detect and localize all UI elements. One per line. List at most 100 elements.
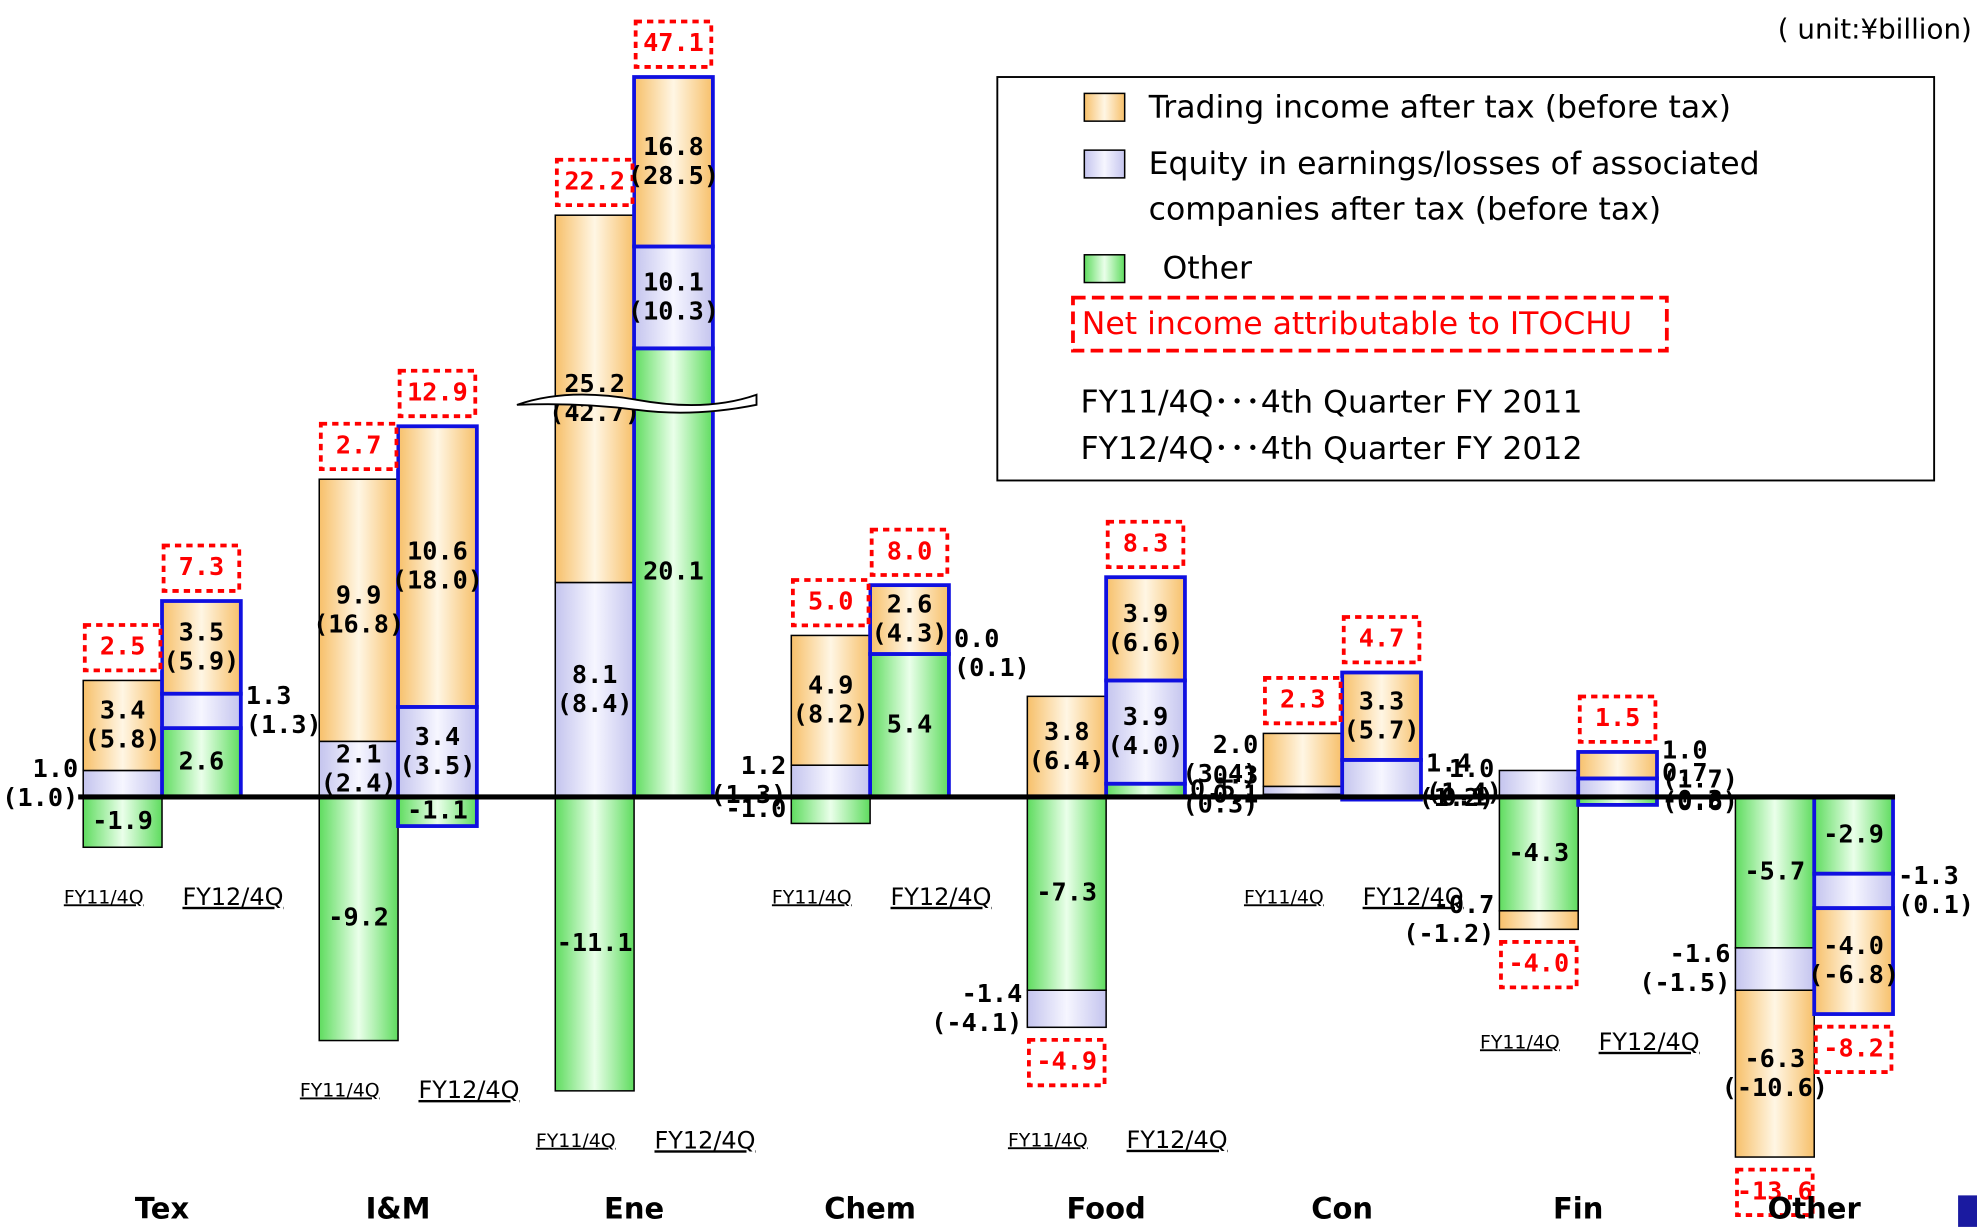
bar-segment — [1498, 796, 1579, 912]
net-income-box — [1813, 1024, 1894, 1074]
legend-box — [996, 76, 1936, 482]
segment-label: -1.6 — [1670, 939, 1731, 968]
segment-label: -0.3 — [1662, 785, 1723, 814]
note: FY11/4Q･･･4th Quarter FY 2011 — [1081, 385, 1583, 421]
x-tick-label: I&M — [366, 1192, 431, 1226]
bar-segment — [1812, 906, 1895, 1016]
bar-segment — [318, 478, 399, 743]
segment-label: 3.9 — [1123, 702, 1169, 731]
bar-segment — [1262, 785, 1343, 796]
before-tax-label: (28.5) — [628, 161, 719, 190]
period-label: FY12/4Q — [891, 883, 992, 911]
bar-segment — [1734, 796, 1815, 949]
before-tax-label: (3.4) — [1182, 759, 1258, 788]
segment-label: -6.3 — [1744, 1044, 1805, 1073]
before-tax-label: (1.3) — [246, 710, 322, 739]
net-income-box — [397, 368, 478, 419]
segment-label: -5.7 — [1744, 856, 1805, 885]
before-tax-label: (5.9) — [163, 646, 239, 675]
net-income-box — [318, 421, 399, 472]
legend-text: Equity in earnings/losses of associated … — [1148, 145, 1760, 228]
period-label: FY11/4Q — [64, 886, 144, 908]
before-tax-label: (0.6) — [1662, 787, 1738, 816]
net-income-label: 22.2 — [564, 166, 625, 195]
bar-segment — [1104, 678, 1187, 786]
period-label: FY11/4Q — [772, 886, 852, 908]
segment-label: 10.1 — [643, 268, 704, 297]
bar-segment — [868, 652, 951, 799]
before-tax-label: (1.4) — [1426, 778, 1502, 807]
bar-segment — [554, 581, 635, 798]
segment-label: 3.4 — [100, 696, 146, 725]
period-label: FY11/4Q — [1008, 1129, 1088, 1151]
net-income-label: -13.6 — [1737, 1176, 1813, 1205]
segment-label: 2.0 — [1213, 730, 1259, 759]
net-income-label: 2.3 — [1280, 685, 1326, 714]
note: FY12/4Q･･･4th Quarter FY 2012 — [1081, 431, 1583, 467]
segment-label: 1.2 — [741, 751, 787, 780]
before-tax-label: (1.0) — [2, 783, 78, 812]
net-income-label: 7.3 — [179, 552, 225, 581]
net-income-box — [633, 19, 714, 69]
before-tax-label: (5.8) — [85, 725, 161, 754]
before-tax-label: (4.0) — [1108, 731, 1184, 760]
net-income-box — [82, 623, 163, 673]
net-income-box — [1105, 519, 1186, 569]
period-label: FY11/4Q — [1244, 886, 1324, 908]
bar-segment — [1026, 989, 1107, 1029]
period-label: FY12/4Q — [1363, 883, 1464, 911]
period-label: FY11/4Q — [1480, 1031, 1560, 1053]
x-tick-label: Ene — [604, 1192, 664, 1226]
bar-segment — [1262, 732, 1343, 788]
segment-label: -1.9 — [92, 806, 153, 835]
before-tax-label: (18.0) — [392, 566, 483, 595]
bar-segment — [160, 691, 243, 731]
segment-label: -1.3 — [1898, 861, 1959, 890]
legend-label: Equity in earnings/losses of associated … — [1148, 145, 1760, 228]
period-label: FY11/4Q — [300, 1079, 380, 1101]
before-tax-label: (5.7) — [1344, 715, 1420, 744]
bar-segment — [1734, 947, 1815, 991]
segment-label: 4.9 — [808, 670, 854, 699]
before-tax-label: (-6.8) — [1808, 960, 1899, 989]
x-tick-label: Fin — [1553, 1192, 1603, 1226]
net-income-box — [790, 578, 871, 628]
bar-segment — [396, 795, 479, 828]
segment-label: -11.1 — [557, 928, 633, 957]
net-income-box — [554, 157, 635, 208]
x-tick-label: Chem — [824, 1192, 916, 1226]
segment-label: -1.1 — [407, 796, 468, 825]
x-tick-label: Tex — [135, 1192, 190, 1226]
before-tax-label: (-1.5) — [1639, 968, 1730, 997]
x-tick-label: Con — [1311, 1192, 1373, 1226]
before-tax-label: (-10.6) — [1722, 1073, 1828, 1102]
segment-label: 1.3 — [246, 681, 292, 710]
net-income-box — [161, 543, 242, 593]
corner-mark — [1958, 1195, 1977, 1227]
segment-label: -7.3 — [1036, 878, 1097, 907]
bar-segment — [1812, 871, 1895, 911]
legend-swatch — [1083, 149, 1126, 179]
net-income-label: 8.3 — [1123, 528, 1169, 557]
segment-label: 3.5 — [179, 617, 225, 646]
bar-segment — [396, 424, 479, 709]
net-income-label: 1.5 — [1595, 703, 1641, 732]
period-label: FY11/4Q — [536, 1130, 616, 1152]
period-label: FY12/4Q — [1127, 1126, 1228, 1154]
segment-label: 0.7 — [1662, 758, 1708, 787]
segment-label: -1.0 — [726, 794, 787, 823]
segment-label: 10.6 — [407, 537, 468, 566]
net-income-box — [1577, 694, 1658, 744]
before-tax-label: (1.7) — [1662, 764, 1738, 793]
axis-break — [516, 393, 758, 414]
net-income-label: -4.9 — [1036, 1047, 1097, 1076]
net-income-label: 5.0 — [808, 587, 854, 616]
bar-segment — [1576, 750, 1659, 781]
segment-label: 1.0 — [1449, 754, 1495, 783]
segment-label: -9.2 — [328, 903, 389, 932]
before-tax-label: (6.4) — [1029, 746, 1105, 775]
bar-segment — [1026, 695, 1107, 798]
legend-net-box — [1071, 295, 1669, 353]
period-label: FY12/4Q — [1599, 1028, 1700, 1056]
